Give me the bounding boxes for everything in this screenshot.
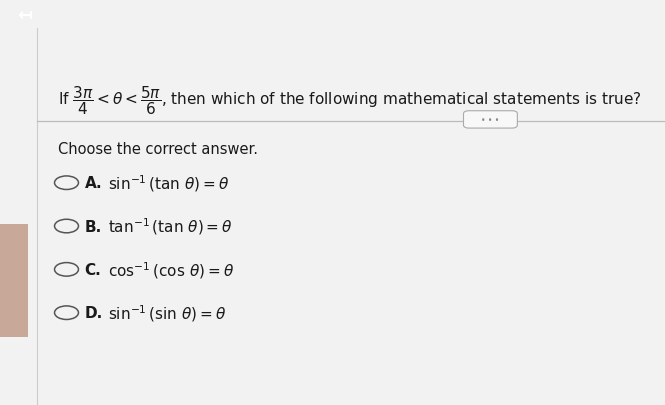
Text: $\sin^{-1}(\tan\,\theta) = \theta$: $\sin^{-1}(\tan\,\theta) = \theta$ [108,173,230,194]
Text: If $\dfrac{3\pi}{4} < \theta < \dfrac{5\pi}{6}$, then which of the following mat: If $\dfrac{3\pi}{4} < \theta < \dfrac{5\… [58,84,641,116]
Text: • • •: • • • [481,115,499,125]
Text: $\sin^{-1}(\sin\,\theta) = \theta$: $\sin^{-1}(\sin\,\theta) = \theta$ [108,303,227,323]
Text: D.: D. [84,305,102,320]
FancyBboxPatch shape [464,111,517,129]
Text: $\tan^{-1}(\tan\,\theta) = \theta$: $\tan^{-1}(\tan\,\theta) = \theta$ [108,216,233,237]
Text: ↤: ↤ [17,7,32,25]
Text: B.: B. [84,219,102,234]
Text: A.: A. [84,176,102,191]
Text: C.: C. [84,262,101,277]
Text: $\cos^{-1}(\cos\,\theta) = \theta$: $\cos^{-1}(\cos\,\theta) = \theta$ [108,259,235,280]
Bar [0,225,28,337]
Text: Choose the correct answer.: Choose the correct answer. [58,142,258,157]
